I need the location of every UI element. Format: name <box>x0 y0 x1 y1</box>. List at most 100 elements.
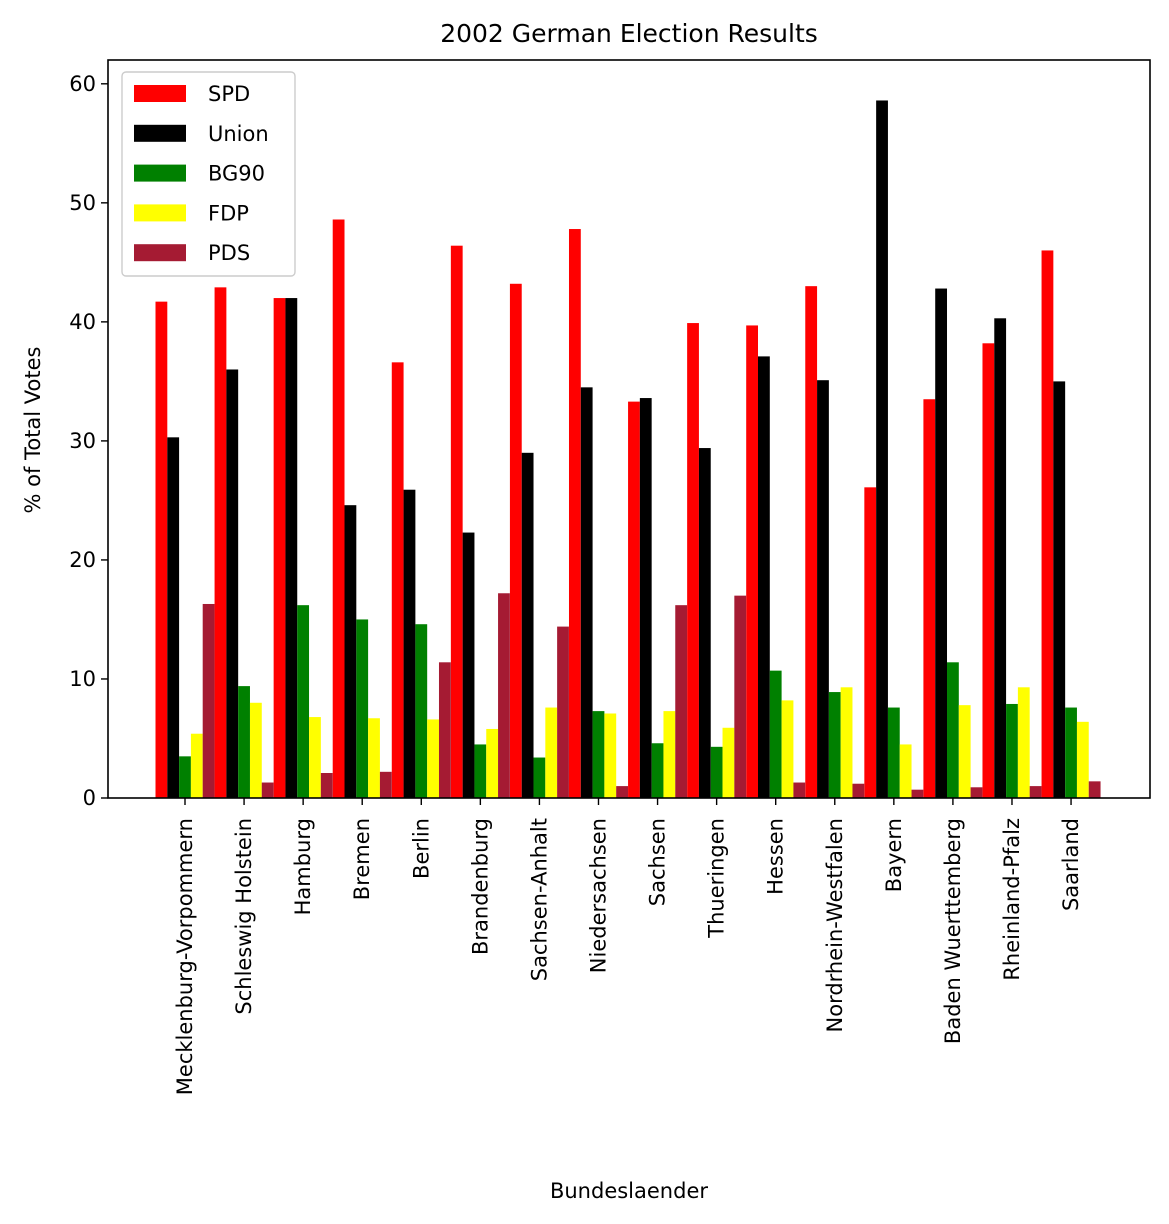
x-tick-label: Bayern <box>882 818 906 892</box>
bar-bg90 <box>887 707 900 798</box>
bar-fdp <box>545 707 558 798</box>
bar-pds <box>911 789 924 798</box>
chart-title: 2002 German Election Results <box>440 19 818 48</box>
x-tick-label: Sachsen <box>646 818 670 906</box>
x-tick-label: Hessen <box>764 818 788 895</box>
bar-union <box>285 298 298 798</box>
bar-spd <box>982 343 995 798</box>
series-pds <box>202 593 1101 798</box>
bar-union <box>403 489 416 798</box>
bar-pds <box>1088 781 1101 798</box>
bar-fdp <box>958 705 971 798</box>
bar-bg90 <box>947 662 959 798</box>
bar-spd <box>628 401 640 798</box>
bar-bg90 <box>710 746 723 798</box>
bar-spd <box>864 487 877 798</box>
bar-pds <box>320 773 333 798</box>
x-tick-label: Niedersachsen <box>586 818 610 973</box>
bar-union <box>876 100 888 799</box>
bar-spd <box>273 298 286 798</box>
bar-spd <box>509 283 522 798</box>
y-tick-label: 50 <box>69 191 96 215</box>
x-tick-label: Hamburg <box>291 818 315 915</box>
legend: SPD Union BG90 FDP PDS <box>121 71 296 277</box>
series-union <box>167 100 1066 799</box>
bar-pds <box>734 595 747 798</box>
legend-label-fdp: FDP <box>208 201 249 225</box>
bar-fdp <box>249 702 262 798</box>
x-tick-label: Thueringen <box>705 818 729 939</box>
bar-pds <box>1029 786 1042 798</box>
bar-spd <box>923 399 936 798</box>
bar-spd <box>805 286 818 798</box>
series-spd <box>155 219 1054 798</box>
bar-pds <box>852 783 865 798</box>
legend-label-spd: SPD <box>208 82 250 106</box>
bar-fdp <box>781 700 794 798</box>
bar-bg90 <box>828 692 841 798</box>
bar-spd <box>568 229 581 798</box>
legend-swatch-spd <box>134 85 186 102</box>
series-bg90 <box>179 605 1077 798</box>
bar-union <box>698 448 711 798</box>
bar-fdp <box>663 711 676 798</box>
x-tick-label: Baden Wuerttemberg <box>941 818 965 1044</box>
bar-union <box>994 318 1007 798</box>
x-axis-label: Bundeslaender <box>550 1179 708 1203</box>
bar-bg90 <box>533 757 546 798</box>
bar-spd <box>214 287 227 798</box>
bar-pds <box>616 786 628 798</box>
bar-pds <box>675 605 688 798</box>
bar-fdp <box>427 719 439 798</box>
bar-spd <box>155 301 168 798</box>
legend-swatch-pds <box>134 244 186 262</box>
bar-bg90 <box>238 686 250 798</box>
bar-pds <box>557 626 569 798</box>
bar-pds <box>793 782 806 798</box>
bar-fdp <box>899 744 912 798</box>
legend-label-pds: PDS <box>208 241 250 265</box>
bar-union <box>344 505 357 798</box>
bar-union <box>167 437 180 798</box>
bar-union <box>817 380 829 798</box>
bar-bg90 <box>769 670 782 798</box>
bar-bg90 <box>1006 703 1018 798</box>
bar-bg90 <box>651 743 664 798</box>
bar-bg90 <box>297 605 310 798</box>
bar-spd <box>450 245 463 798</box>
bar-spd <box>746 325 758 798</box>
x-tick-label: Berlin <box>409 818 433 879</box>
bar-pds <box>202 603 215 798</box>
bar-union <box>639 398 652 798</box>
bar-spd <box>687 323 699 798</box>
y-tick-label: 0 <box>83 786 96 810</box>
legend-swatch-bg90 <box>134 164 186 182</box>
bar-union <box>521 452 534 798</box>
x-tick-label: Brandenburg <box>468 818 492 955</box>
y-tick-label: 30 <box>69 429 96 453</box>
bar-union <box>935 288 948 798</box>
bar-fdp <box>309 717 321 798</box>
plot-frame <box>107 59 1151 799</box>
y-tick-label: 10 <box>69 667 96 691</box>
bar-spd <box>332 219 345 798</box>
bar-fdp <box>1017 687 1030 798</box>
bar-pds <box>498 593 510 798</box>
legend-swatch-fdp <box>134 204 186 222</box>
y-axis-label: % of Total Votes <box>21 347 45 514</box>
bar-fdp <box>722 727 735 798</box>
bar-pds <box>379 771 392 798</box>
bar-fdp <box>368 718 380 798</box>
bar-fdp <box>604 713 617 798</box>
series-fdp <box>190 687 1089 798</box>
bar-union <box>226 369 239 798</box>
bar-bg90 <box>1065 707 1077 798</box>
bar-union <box>1053 381 1066 798</box>
bar-fdp <box>486 728 499 798</box>
y-tick-label: 20 <box>69 548 96 572</box>
legend-label-bg90: BG90 <box>208 162 265 186</box>
x-tick-label: Mecklenburg-Vorpommern <box>173 818 197 1095</box>
bar-union <box>758 356 770 798</box>
